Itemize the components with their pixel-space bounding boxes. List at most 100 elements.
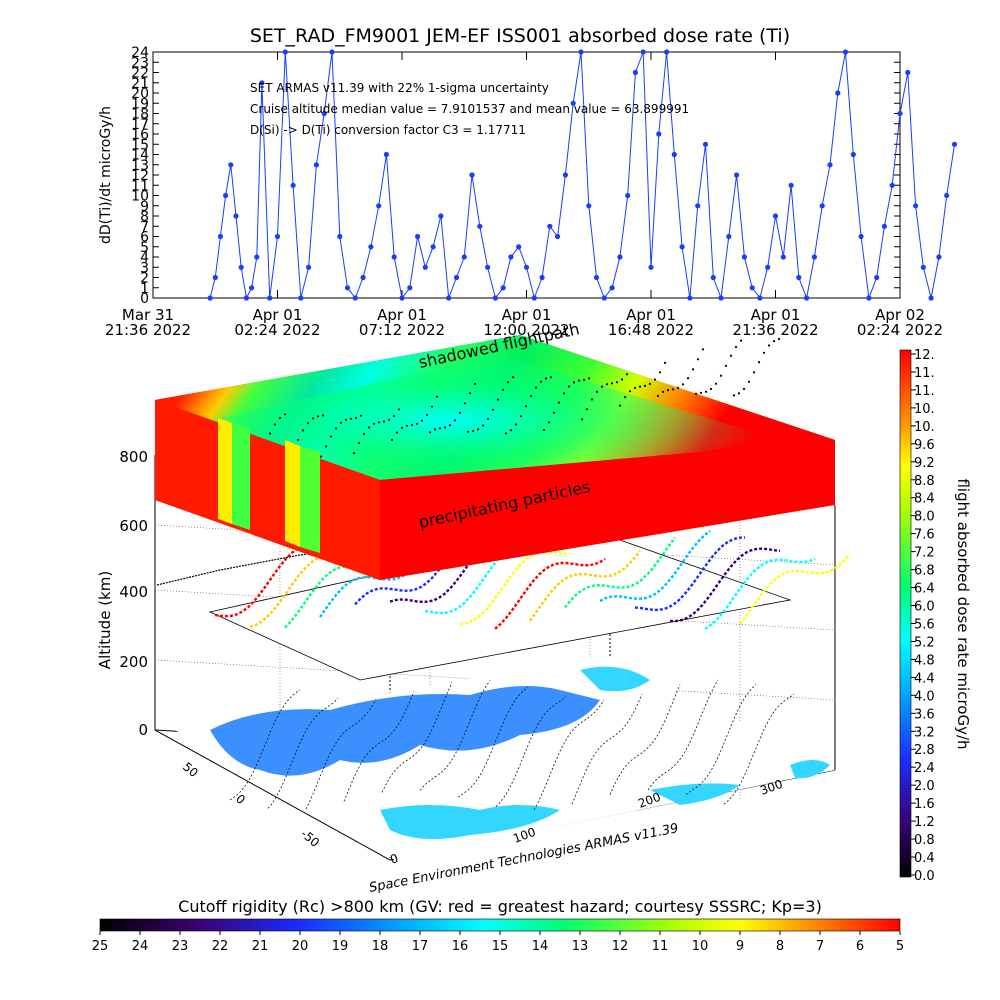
slab-track-dot xyxy=(344,418,348,421)
altitude-label: Altitude (km) xyxy=(96,571,114,669)
slab-track-dot xyxy=(357,441,361,445)
cutoff-rigidity-colorbar: Cutoff rigidity (Rc) >800 km (GV: red = … xyxy=(92,897,904,954)
slab-track-dot xyxy=(628,390,632,393)
slab-track-dot xyxy=(676,386,680,389)
y-tick-label: 21 xyxy=(131,76,149,92)
data-point xyxy=(586,203,592,209)
data-point xyxy=(936,254,942,260)
data-point xyxy=(780,254,786,260)
colorbar-tick-label: 5.6 xyxy=(914,617,935,632)
cutoff-tick-label: 14 xyxy=(532,939,549,954)
y-tick-label: 9 xyxy=(140,199,149,215)
slab-track-dot xyxy=(321,414,325,417)
slab-track-dot xyxy=(392,414,396,418)
cutoff-tick-label: 6 xyxy=(856,939,864,954)
slab-track-dot xyxy=(577,379,581,382)
slab-track-dot xyxy=(704,390,708,393)
cutoff-tick-label: 7 xyxy=(816,939,824,954)
data-point xyxy=(734,172,740,178)
slab-track-dot xyxy=(529,395,533,398)
slab-track-dot xyxy=(701,348,705,351)
data-point xyxy=(819,203,825,209)
slab-track-dot xyxy=(354,416,358,420)
data-point xyxy=(944,192,950,199)
data-point xyxy=(290,182,296,188)
data-point xyxy=(788,182,794,188)
alt-tick-600: 600 xyxy=(119,517,148,535)
slab-track-dot xyxy=(306,422,310,425)
slab-track-dot xyxy=(453,419,457,422)
slab-track-dot xyxy=(506,381,510,384)
slab-track-dot xyxy=(334,427,338,430)
orbit-track xyxy=(704,557,816,630)
slab-track-dot xyxy=(362,432,366,436)
data-point xyxy=(617,254,623,260)
data-point xyxy=(796,274,802,281)
annotation-line: SET ARMAS v11.39 with 22% 1-sigma uncert… xyxy=(250,81,549,95)
x-tick-time: 02:24 2022 xyxy=(234,321,320,339)
y-tick-label: 22 xyxy=(131,66,149,82)
colorbar-tick-label: 11. xyxy=(914,366,935,381)
data-point xyxy=(267,295,273,301)
slab-track-dot xyxy=(438,427,442,430)
y-tick-label: 11 xyxy=(131,178,149,194)
colorbar-tick-label: 0.8 xyxy=(914,833,935,848)
data-point xyxy=(344,285,351,291)
orbit-track xyxy=(669,547,781,623)
y-tick-label: 19 xyxy=(131,96,149,112)
cutoff-tick-label: 12 xyxy=(612,939,629,954)
slab-track-dot xyxy=(547,421,551,424)
slab-track-dot xyxy=(471,429,475,433)
data-point xyxy=(321,110,327,117)
data-point xyxy=(282,49,288,55)
slab-track-dot xyxy=(542,428,546,431)
slab-track-dot xyxy=(367,426,371,429)
data-point xyxy=(741,254,748,260)
data-point xyxy=(555,233,561,240)
colorbar-tick-label: 8.0 xyxy=(914,510,935,525)
slab-track-dot xyxy=(719,374,723,377)
data-point xyxy=(508,254,514,260)
slab-track-dot xyxy=(428,431,432,434)
slab-track-dot xyxy=(572,381,576,384)
slab-track-dot xyxy=(587,377,591,380)
x-tick-date: Apr 01 xyxy=(751,306,801,324)
data-point xyxy=(376,203,382,209)
data-point xyxy=(570,100,576,106)
slab-track-dot xyxy=(430,405,434,408)
colorbar-tick-label: 10. xyxy=(914,402,935,417)
data-point xyxy=(671,151,677,158)
colorbar-tick-label: 2.4 xyxy=(914,761,935,776)
data-point xyxy=(804,295,810,301)
slab-track-dot xyxy=(549,376,553,379)
slab-track-dot xyxy=(352,452,356,455)
data-point xyxy=(710,274,716,281)
ground-track xyxy=(305,698,377,810)
slab-track-dot xyxy=(387,418,391,421)
slab-track-dot xyxy=(757,361,761,364)
slab-track-dot xyxy=(486,417,490,420)
colorbar-tick-label: 12. xyxy=(914,348,935,363)
slab-track-dot xyxy=(567,385,571,388)
data-point xyxy=(352,295,358,301)
data-point xyxy=(772,213,779,219)
data-point xyxy=(446,295,452,301)
data-point xyxy=(212,274,218,281)
data-point xyxy=(223,192,229,199)
slab-track-dot xyxy=(732,394,736,397)
data-point xyxy=(422,264,428,270)
colorbar-tick-label: 1.6 xyxy=(914,797,935,812)
slab-track-dot xyxy=(397,408,401,411)
alt-tick-0: 0 xyxy=(138,721,148,739)
colorbar-tick-label: 9.6 xyxy=(914,438,935,453)
data-point xyxy=(298,295,304,301)
colorbar-tick-label: 11. xyxy=(914,384,935,399)
slab-track-dot xyxy=(534,386,538,389)
data-point xyxy=(632,69,639,76)
x-tick-time: 16:48 2022 xyxy=(608,321,694,339)
slab-track-dot xyxy=(582,378,586,381)
y-tick-label: 17 xyxy=(131,117,149,133)
slab-track-dot xyxy=(623,396,627,399)
colorbar-tick-label: 5.2 xyxy=(914,635,935,650)
